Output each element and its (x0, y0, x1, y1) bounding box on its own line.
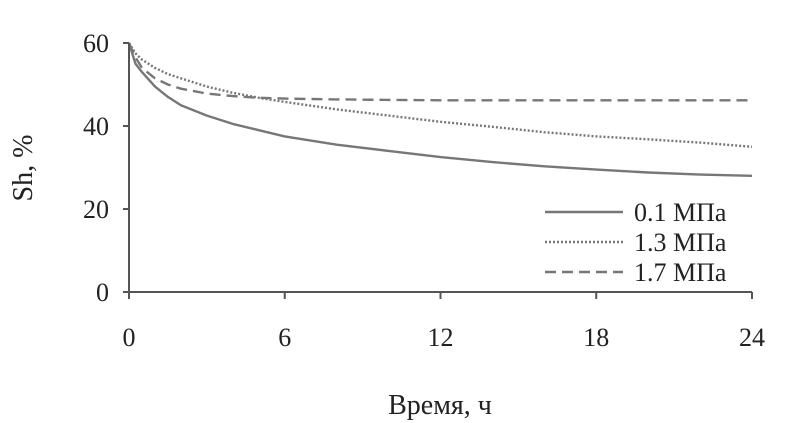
series-line-3 (127, 42, 752, 102)
x-tick-label: 6 (278, 323, 291, 352)
y-tick-label: 40 (83, 112, 109, 141)
axes: 0 20 40 60 0 6 12 18 24 (83, 29, 765, 352)
y-axis-title: Sh, % (8, 135, 39, 202)
x-tick-label: 0 (123, 323, 136, 352)
y-tick-label: 60 (83, 29, 109, 58)
series-line-2 (127, 42, 753, 148)
legend-label-2: 1.3 МПа (634, 228, 727, 257)
series-line-1 (127, 42, 753, 177)
y-tick-label: 20 (83, 195, 109, 224)
x-axis-title: Время, ч (388, 390, 492, 421)
plot-area (127, 42, 753, 177)
legend-label-3: 1.7 МПа (634, 258, 727, 287)
y-tick-label: 0 (96, 278, 109, 307)
x-tick-label: 12 (428, 323, 454, 352)
x-tick-label: 24 (739, 323, 765, 352)
x-tick-label: 18 (583, 323, 609, 352)
y-ticks: 0 20 40 60 (83, 29, 129, 307)
legend-label-1: 0.1 МПа (634, 198, 727, 227)
x-ticks: 0 6 12 18 24 (123, 292, 765, 352)
